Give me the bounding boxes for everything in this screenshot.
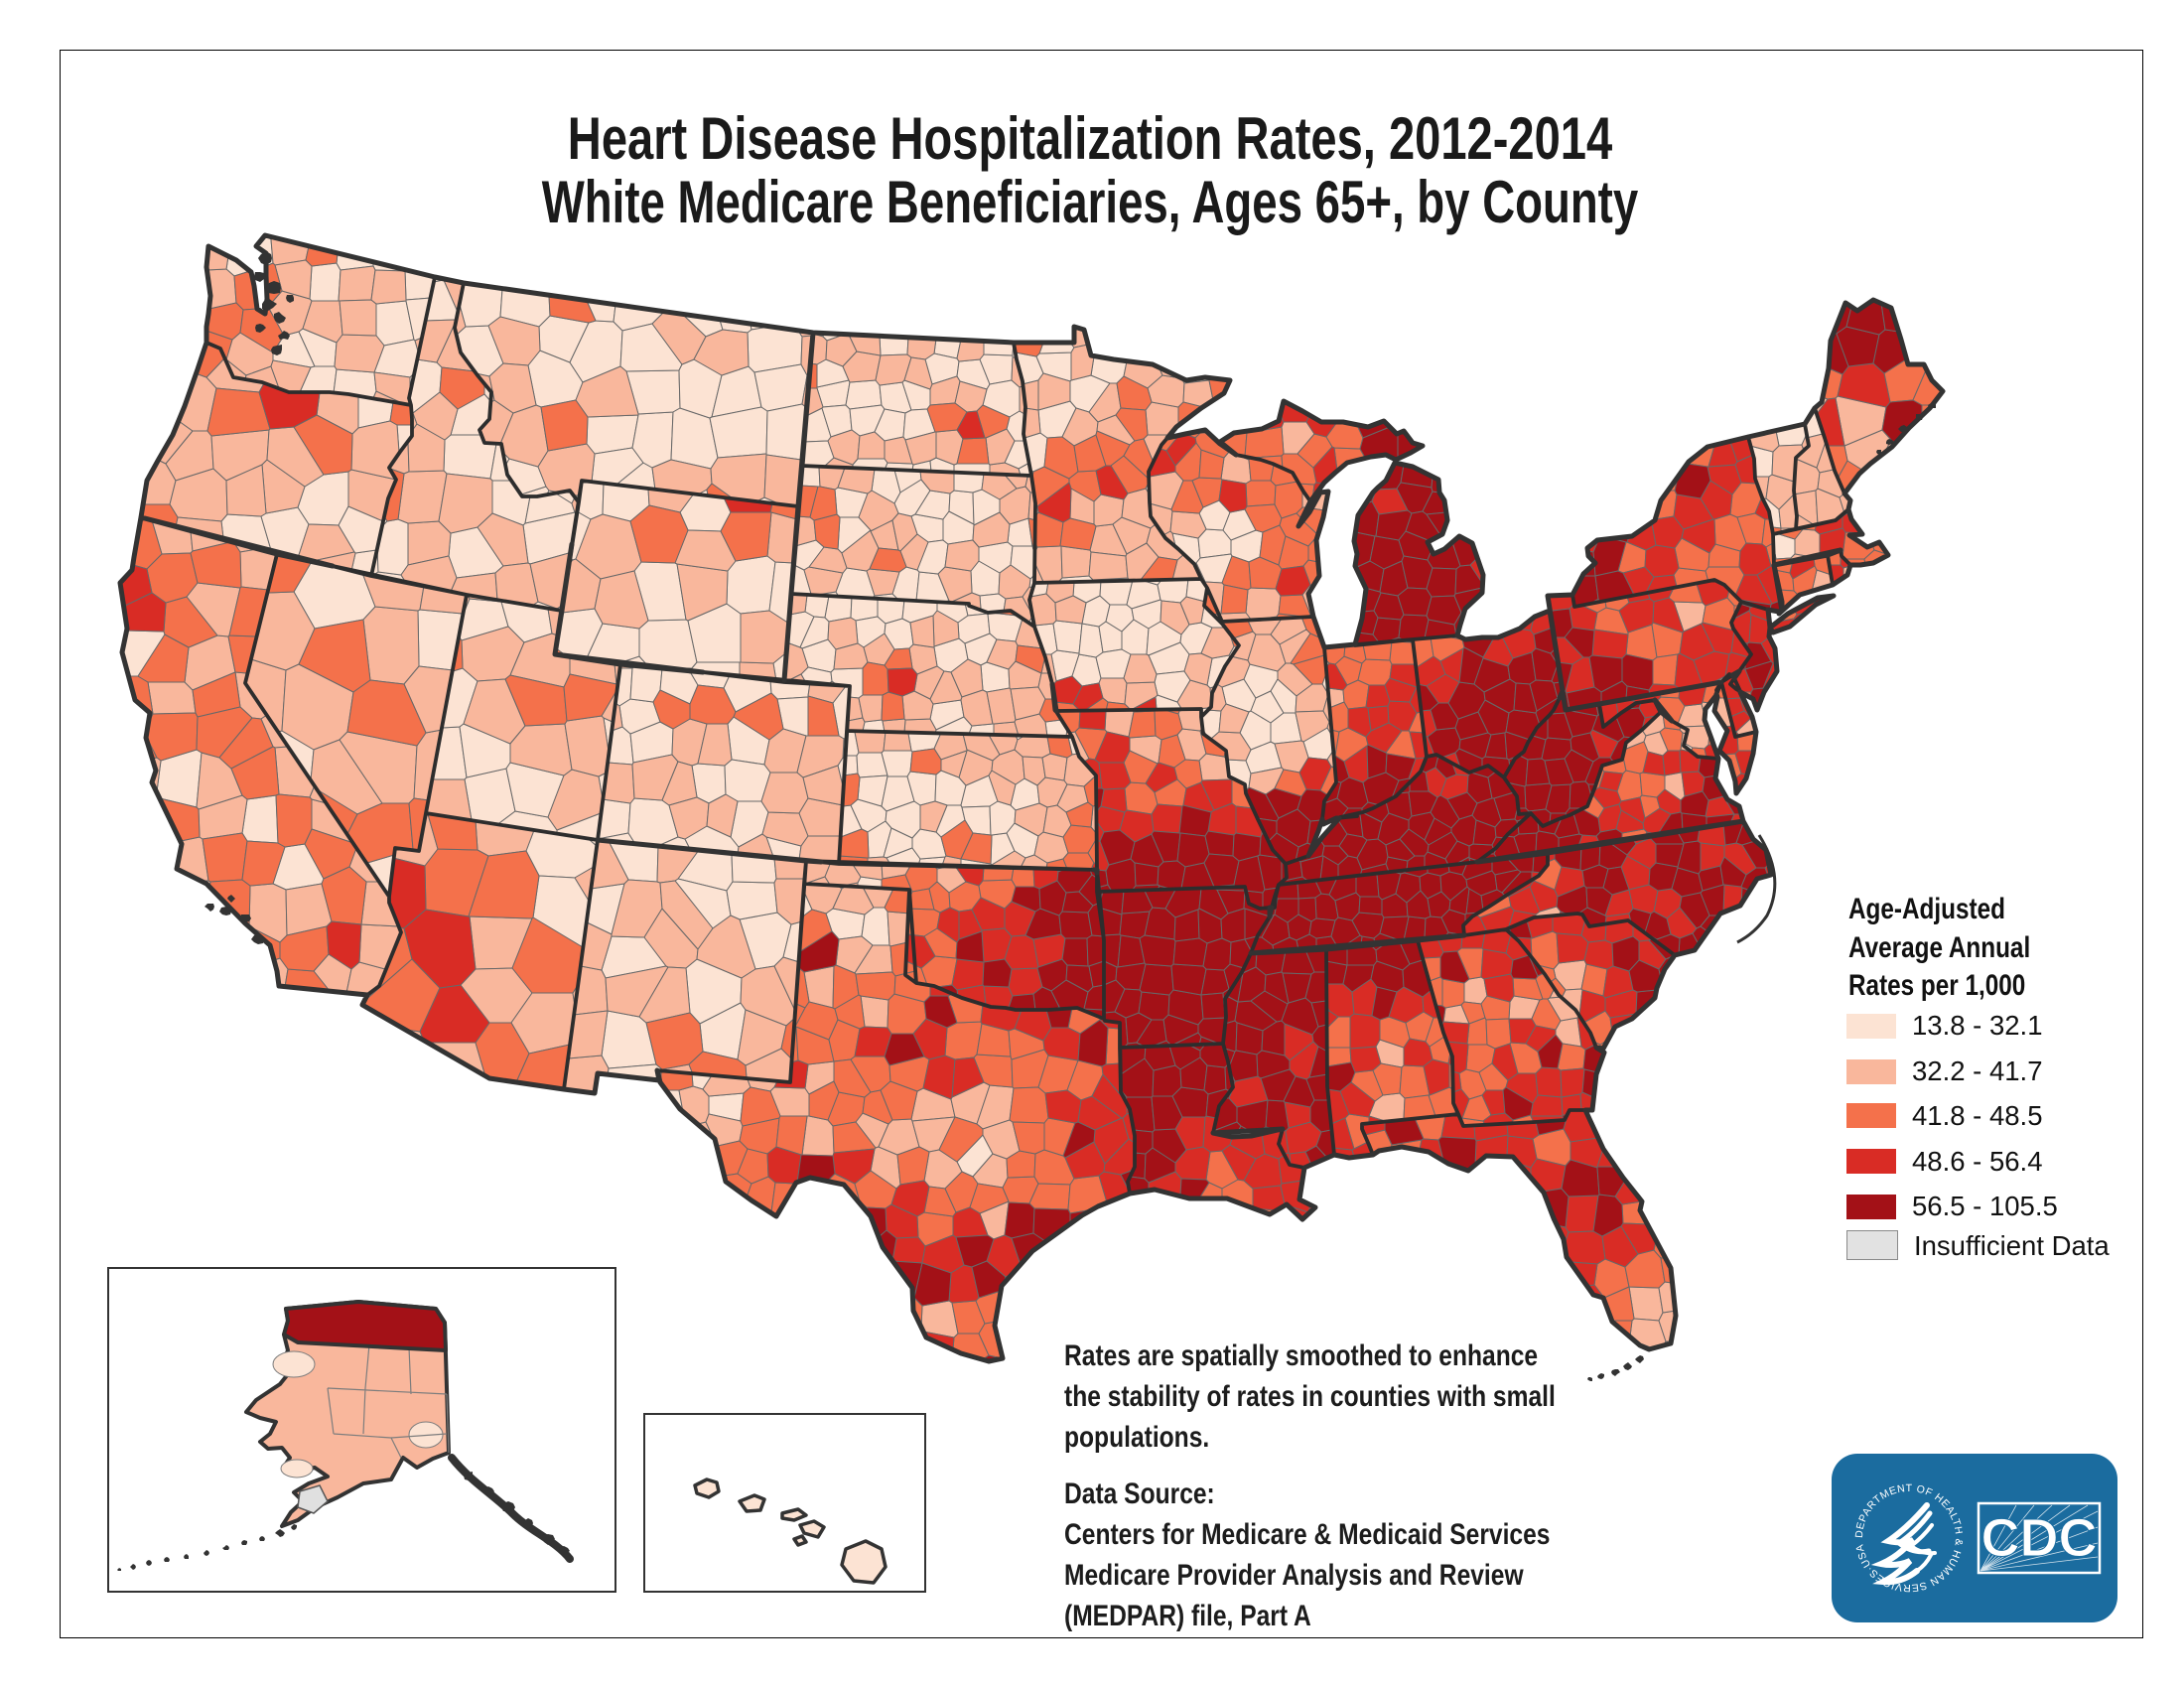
svg-text:CDC: CDC (1981, 1508, 2098, 1568)
